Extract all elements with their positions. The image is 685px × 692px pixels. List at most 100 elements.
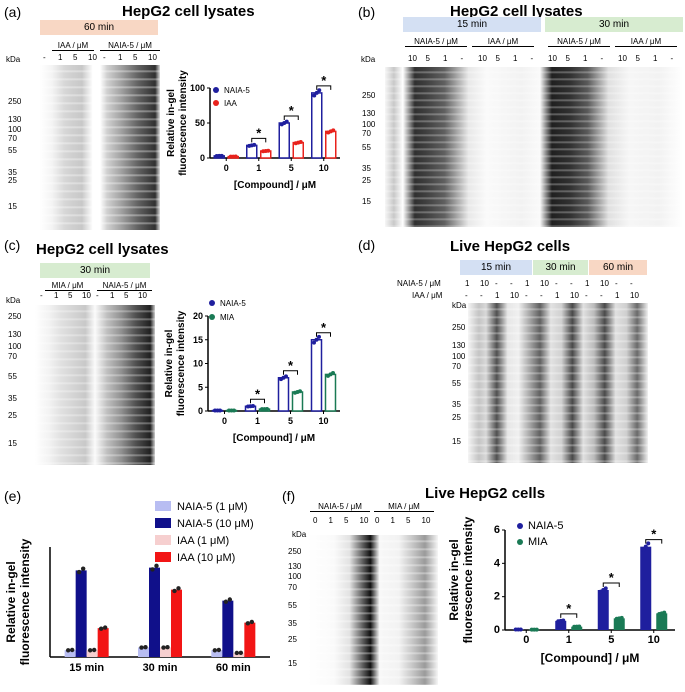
legend-label: NAIA-5 (1 μM) — [177, 501, 248, 513]
lane-label: 5 — [406, 516, 411, 525]
gel-image-f — [308, 535, 438, 685]
bar — [97, 628, 109, 657]
data-point — [69, 647, 75, 653]
data-point — [216, 647, 222, 653]
marker-label: 35 — [288, 619, 297, 628]
significance-bracket — [316, 332, 331, 337]
legend-label: NAIA-5 — [528, 520, 563, 532]
lane-label: 0 — [313, 516, 318, 525]
significance-star: * — [288, 358, 294, 373]
marker-label: 55 — [452, 379, 461, 388]
legend-marker — [155, 535, 171, 545]
kda-label: kDa — [292, 530, 307, 539]
x-tick-label: 10 — [319, 163, 329, 173]
data-point — [232, 408, 236, 413]
gel-image-a — [40, 65, 160, 230]
lane-label: 10 — [138, 291, 147, 300]
y-axis-title: Relative in-gelfluorescence intensity — [4, 538, 32, 665]
data-point — [314, 90, 319, 95]
lane-label: - — [670, 54, 674, 63]
y-tick-label: 2 — [494, 591, 500, 603]
data-point — [603, 586, 608, 591]
legend-marker — [517, 523, 523, 529]
x-tick-label: 5 — [289, 163, 294, 173]
data-point — [223, 599, 229, 604]
marker-label: 35 — [362, 164, 371, 173]
data-point — [65, 648, 71, 653]
bar — [613, 618, 625, 630]
marker-label: 25 — [452, 413, 461, 422]
kda-label: kDa — [361, 55, 376, 64]
marker-label: 15 — [362, 197, 371, 206]
y-tick-label: 15 — [193, 335, 203, 345]
data-point — [161, 645, 166, 650]
x-tick-label: 1 — [255, 416, 260, 426]
data-point — [298, 389, 302, 394]
legend-marker — [209, 300, 215, 306]
significance-star: * — [256, 125, 262, 140]
y-tick-label: 5 — [198, 382, 203, 392]
time-band-60min: 60 min — [589, 260, 647, 275]
data-point — [317, 88, 322, 93]
bar — [656, 613, 668, 630]
y-tick-label: 0 — [200, 153, 205, 163]
significance-bracket — [316, 85, 332, 90]
x-tick-label: 1 — [566, 634, 572, 646]
lane-label: - — [570, 279, 573, 288]
data-point — [331, 128, 336, 133]
bar — [597, 590, 609, 630]
legend-label: NAIA-5 (10 μM) — [177, 518, 254, 530]
bar-chart-e: Relative in-gelfluorescence intensity 15 … — [4, 501, 270, 674]
lane-label: 5 — [425, 54, 430, 63]
lane-label: 5 — [565, 54, 570, 63]
bar — [291, 391, 304, 412]
data-point — [143, 644, 148, 650]
legend-marker — [155, 518, 171, 528]
marker-label: 15 — [452, 437, 461, 446]
bar-chart-f: 0 2 4 6 Relative in-gelfluorescence intensit… — [447, 516, 675, 665]
data-point — [518, 627, 523, 632]
marker-label: 100 — [288, 572, 302, 581]
marker-label: 250 — [362, 91, 376, 100]
lane-label: - — [510, 279, 513, 288]
significance-star: * — [651, 527, 657, 542]
bar — [277, 377, 290, 412]
bar — [64, 650, 76, 657]
lane-label: 1 — [525, 279, 530, 288]
lane-label: 1 — [110, 291, 115, 300]
time-band-30min: 30 min — [533, 260, 588, 275]
group-label-naia: NAIA-5 / μM — [310, 502, 370, 512]
significance-bracket — [560, 613, 578, 618]
lane-label: - — [600, 54, 604, 63]
lane-label: - — [96, 291, 99, 300]
lane-label: 1 — [465, 279, 470, 288]
data-point — [331, 370, 335, 375]
data-point — [662, 610, 667, 615]
group-label-iaa-30: IAA / μM — [615, 37, 677, 47]
lane-label: 10 — [540, 279, 549, 288]
row-label-naia: NAIA-5 / μM — [397, 279, 441, 288]
bar — [324, 373, 337, 412]
lane-label: 10 — [88, 53, 97, 62]
legend-label: MIA — [528, 536, 548, 548]
marker-label: 250 — [8, 312, 22, 321]
significance-star: * — [321, 73, 327, 88]
legend-marker — [517, 539, 523, 545]
data-point — [266, 148, 271, 153]
data-point — [234, 650, 240, 656]
group-label-mia: MIA / μM — [45, 281, 90, 291]
panel-f-label: (f) — [282, 488, 296, 504]
panel-c-label: (c) — [4, 237, 21, 253]
lane-label: - — [555, 279, 558, 288]
lane-label: 5 — [133, 53, 138, 62]
legend-marker — [155, 501, 171, 511]
lane-label: 10 — [570, 291, 579, 300]
lane-label: - — [103, 53, 106, 62]
legend-label: NAIA-5 — [224, 86, 250, 95]
lane-label: 1 — [58, 53, 63, 62]
bar — [555, 620, 567, 630]
significance-bracket — [602, 582, 620, 587]
lane-label: 5 — [635, 54, 640, 63]
kda-label: kDa — [6, 296, 21, 305]
